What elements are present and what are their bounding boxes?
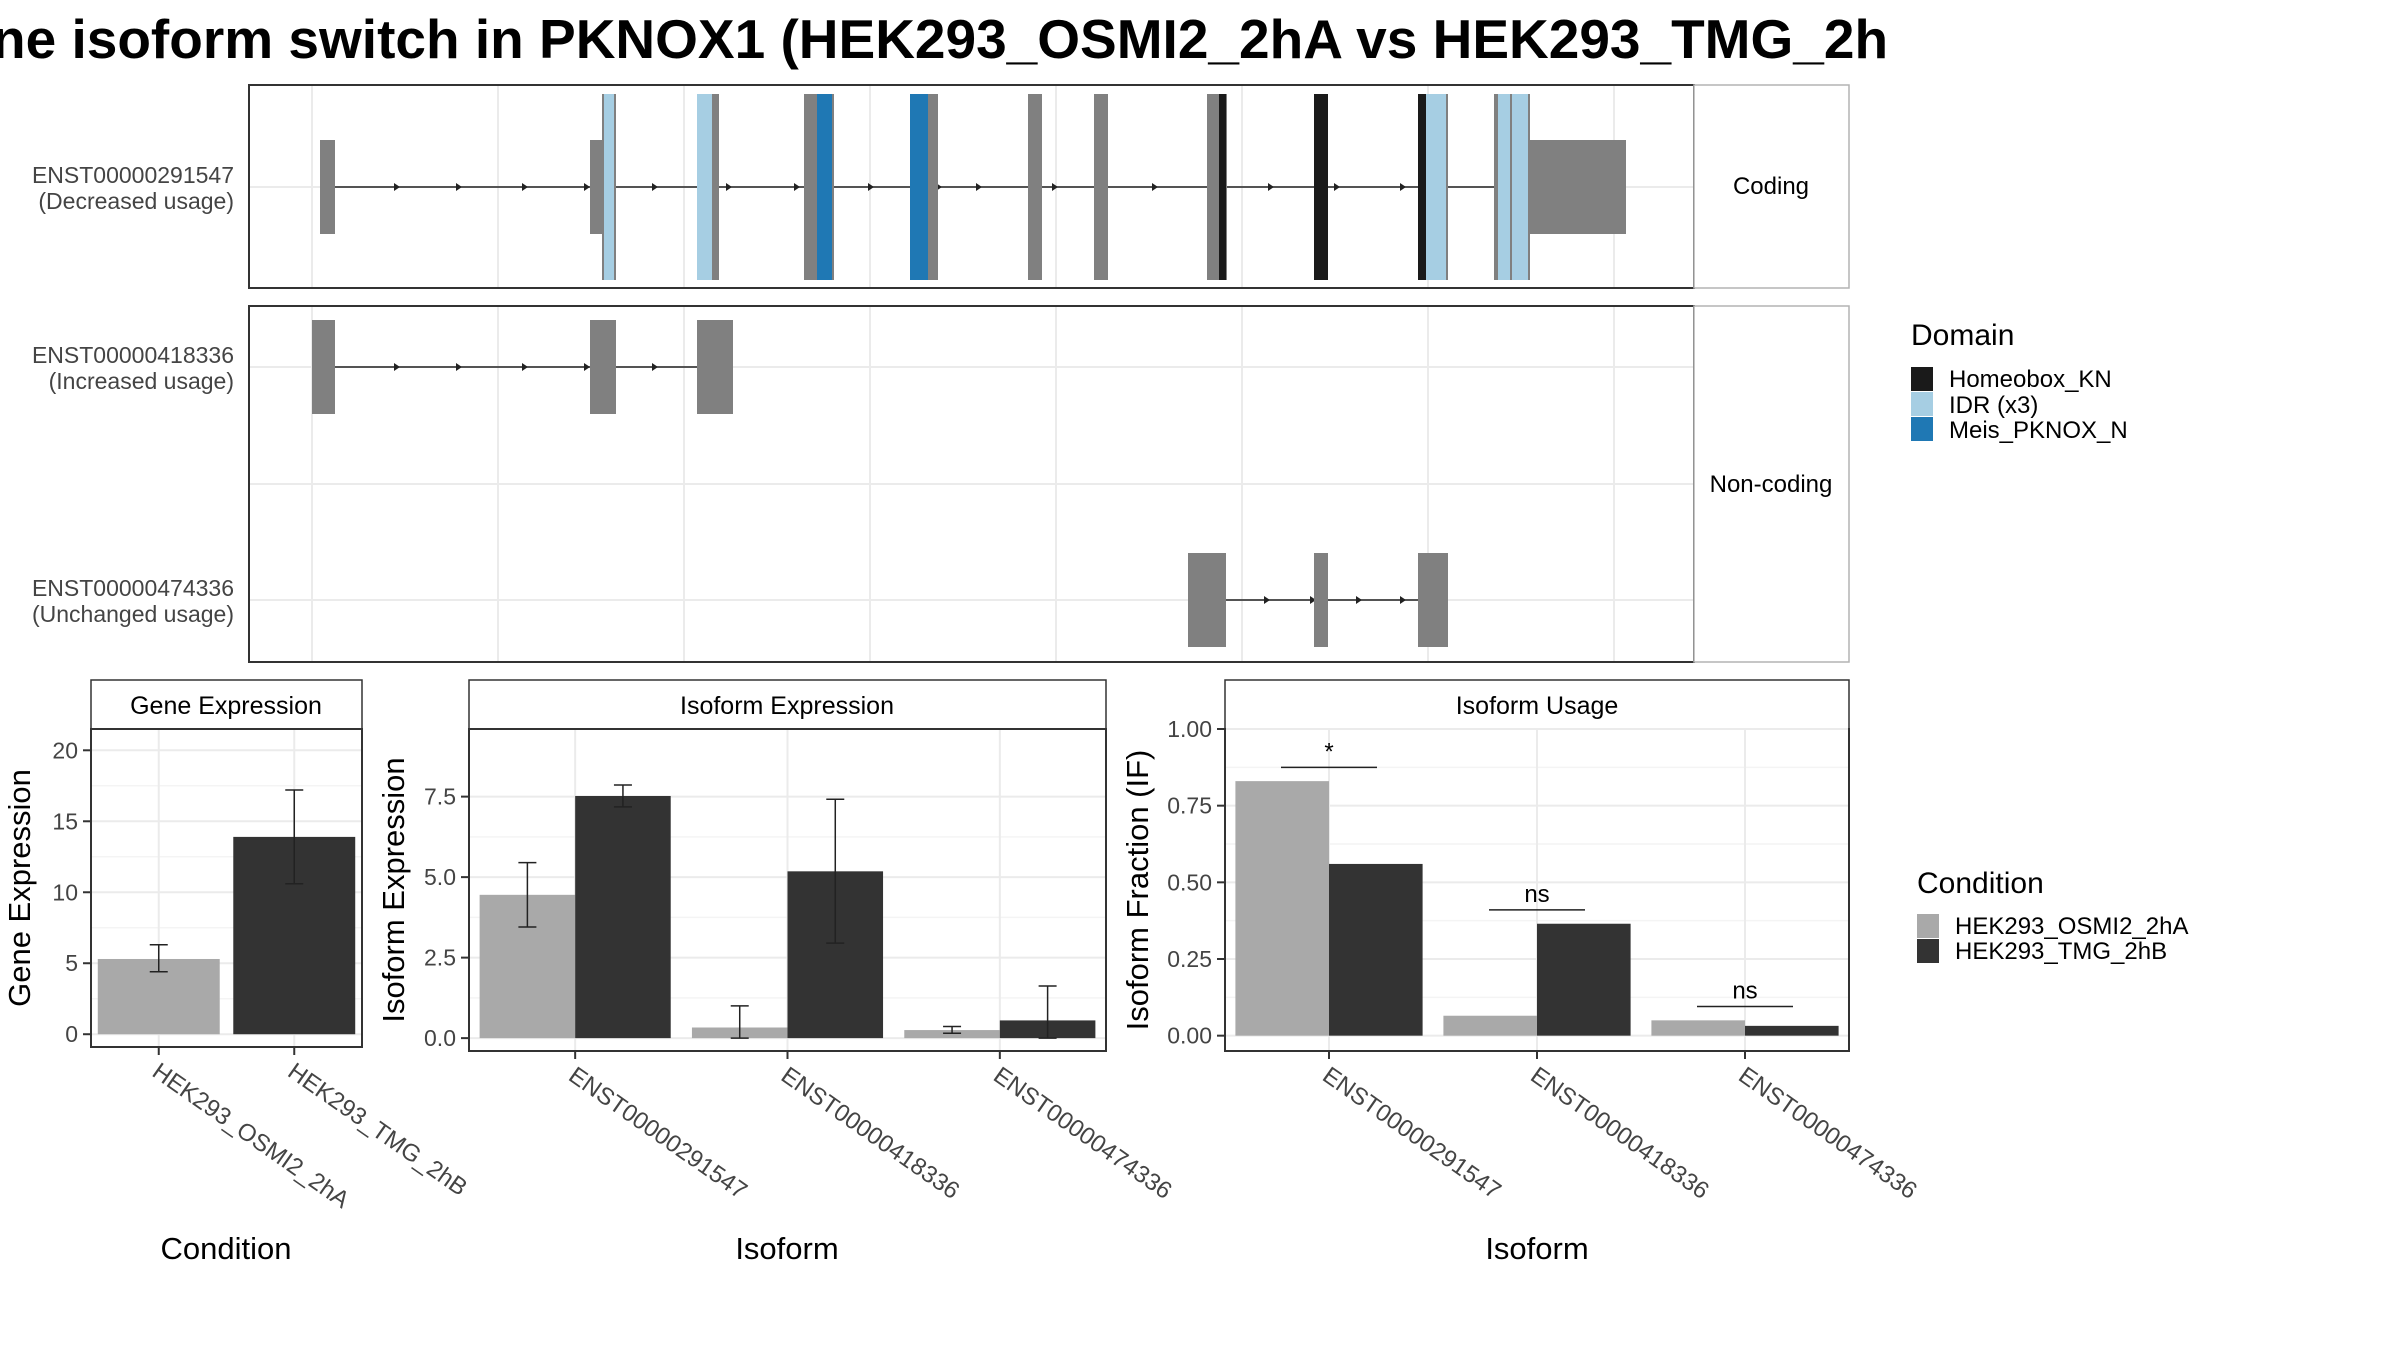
isoform-expression-strip [468, 679, 1107, 730]
homeobox-legend-label: Homeobox_KN [1949, 366, 2112, 393]
gene-expression-strip-title: Gene Expression [130, 692, 322, 720]
condition-legend: Condition HEK293_OSMI2_2hA HEK293_TMG_2h… [1917, 867, 2188, 965]
noncoding-strip-label: Non-coding [1710, 471, 1833, 498]
isoform-expression-strip-title: Isoform Expression [680, 692, 894, 720]
y-tick-label: 2.5 [424, 945, 456, 971]
isoform-expression-x-title: Isoform [735, 1231, 838, 1266]
homeobox-domain [1219, 94, 1226, 280]
isoform-expression-bar [575, 795, 671, 1039]
isoform-474336-track [1188, 553, 1448, 647]
isoform-usage-y-title: Isoform Fraction (IF) [1120, 750, 1155, 1031]
isoform-name-label: ENST00000474336 [32, 575, 234, 601]
isoform-usage-bar [1745, 1025, 1839, 1036]
idr-domain [697, 94, 712, 280]
significance-label: ns [1524, 881, 1549, 908]
y-tick-label: 0.25 [1167, 946, 1212, 972]
condition-b-legend-key [1917, 939, 1939, 963]
idr-legend-label: IDR (x3) [1949, 392, 2038, 419]
gene-expression-strip [90, 679, 363, 730]
condition-b-legend-label: HEK293_TMG_2hB [1955, 938, 2167, 965]
y-tick-label: 0.75 [1167, 793, 1212, 819]
isoform-expression-y-title: Isoform Expression [376, 757, 411, 1022]
isoform-418336-track [312, 320, 733, 414]
coding-strip-label: Coding [1733, 173, 1809, 200]
isoform-291547-track [320, 94, 1626, 280]
isoform-name-label: ENST00000291547 [32, 162, 234, 188]
gene-expression-x-title: Condition [161, 1231, 292, 1266]
isoform-expression-panel: Isoform Expression 0.0 2.5 5.0 7.5 ENST0000… [376, 679, 1177, 1266]
homeobox-domain [1314, 94, 1328, 280]
coding-panel: Coding ENST00000291547 (Decreased usage) [32, 84, 1850, 289]
significance-label: * [1324, 738, 1333, 765]
y-tick-label: 15 [52, 808, 78, 834]
isoform-usage-bar [1537, 923, 1631, 1036]
y-tick-label: 5.0 [424, 864, 456, 890]
idr-legend-key [1911, 392, 1933, 416]
figure-title: ne isoform switch in PKNOX1 (HEK293_OSMI… [0, 8, 1888, 70]
idr-domain [604, 94, 614, 280]
y-tick-label: 20 [52, 737, 78, 763]
gene-expression-y-title: Gene Expression [2, 769, 37, 1007]
isoform-usage-y-axis: 0.00 0.25 0.50 0.75 1.00 [1167, 716, 1225, 1049]
x-tick-label: ENST00000291547 [1318, 1062, 1506, 1205]
y-tick-label: 0.00 [1167, 1023, 1212, 1049]
isoform-expression-bars [479, 784, 1096, 1039]
coding-strip [1693, 84, 1850, 289]
isoform-usage-bar [1329, 863, 1423, 1036]
x-tick-label: ENST00000474336 [988, 1062, 1176, 1205]
y-tick-label: 0.0 [424, 1025, 456, 1051]
x-tick-label: ENST00000291547 [564, 1062, 752, 1205]
y-tick-label: 1.00 [1167, 716, 1212, 742]
isoform-usage-bar [1443, 1015, 1537, 1036]
condition-a-legend-key [1917, 914, 1939, 938]
condition-legend-title: Condition [1917, 867, 2044, 900]
noncoding-strip [1693, 305, 1850, 663]
meis-legend-key [1911, 417, 1933, 441]
x-tick-label: ENST00000418336 [1526, 1062, 1714, 1205]
condition-a-legend-label: HEK293_OSMI2_2hA [1955, 913, 2188, 940]
isoform-usage-x-title: Isoform [1485, 1231, 1588, 1266]
isoform-usage-label: (Decreased usage) [38, 188, 234, 214]
isoform-usage-significance: * ns ns [1281, 738, 1793, 1008]
isoform-291547-domains [604, 94, 1528, 280]
isoform-name-label: ENST00000418336 [32, 342, 234, 368]
isoform-usage-bar [1651, 1020, 1745, 1036]
y-tick-label: 0 [65, 1021, 78, 1047]
isoform-expression-bar [904, 1030, 1000, 1039]
isoform-usage-bar [1235, 781, 1329, 1036]
idr-domain [1426, 94, 1446, 280]
meis-domain [817, 94, 832, 280]
idr-domain [1512, 94, 1528, 280]
meis-legend-label: Meis_PKNOX_N [1949, 417, 2128, 444]
isoform-usage-panel: Isoform Usage * ns ns 0.00 0.25 0.50 0.75 1.00… [1120, 679, 1922, 1266]
isoform-expression-x-axis: ENST00000291547 ENST00000418336 ENST000004… [564, 1051, 1177, 1205]
isoform-usage-label: (Unchanged usage) [32, 601, 234, 627]
domain-legend: Domain Homeobox_KN IDR (x3) Meis_PKNOX_N [1911, 319, 2128, 444]
y-tick-label: 0.50 [1167, 869, 1212, 895]
noncoding-panel: Non-coding ENST00000418336 (Increased us… [32, 305, 1850, 663]
y-tick-label: 7.5 [424, 784, 456, 810]
homeobox-domain [1418, 94, 1426, 280]
isoform-usage-x-axis: ENST00000291547 ENST00000418336 ENST000004… [1318, 1051, 1922, 1205]
isoform-expression-y-axis: 0.0 2.5 5.0 7.5 [424, 784, 469, 1051]
gene-expression-bars [97, 789, 356, 1035]
isoform-usage-strip-title: Isoform Usage [1456, 692, 1619, 720]
homeobox-legend-key [1911, 367, 1933, 391]
x-tick-label: ENST00000474336 [1734, 1062, 1922, 1205]
gene-expression-y-axis: 0 5 10 15 20 [52, 737, 91, 1047]
isoform-usage-label: (Increased usage) [49, 368, 234, 394]
y-tick-label: 10 [52, 879, 78, 905]
y-tick-label: 5 [65, 950, 78, 976]
significance-label: ns [1732, 978, 1757, 1005]
meis-domain [910, 94, 928, 280]
isoform-usage-bars [1235, 781, 1839, 1036]
idr-domain [1498, 94, 1510, 280]
x-tick-label: ENST00000418336 [776, 1062, 964, 1205]
domain-legend-title: Domain [1911, 319, 2014, 352]
